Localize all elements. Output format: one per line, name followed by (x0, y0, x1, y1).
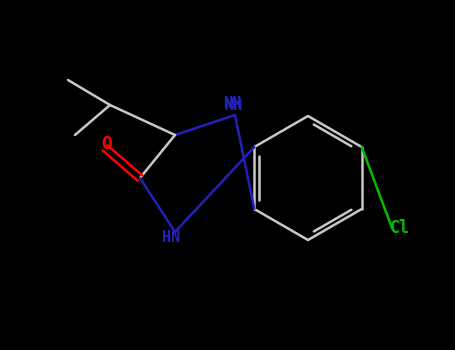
Text: HN: HN (162, 230, 180, 245)
Text: NH: NH (223, 96, 241, 111)
Text: Cl: Cl (390, 219, 410, 237)
Text: NH: NH (224, 98, 242, 112)
Text: O: O (101, 135, 112, 153)
